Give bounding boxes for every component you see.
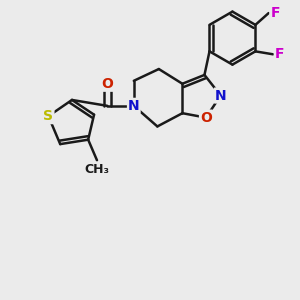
Text: S: S xyxy=(44,109,53,123)
Text: F: F xyxy=(275,47,284,61)
Text: O: O xyxy=(101,77,113,91)
Text: F: F xyxy=(270,6,280,20)
Text: CH₃: CH₃ xyxy=(85,163,110,176)
Text: N: N xyxy=(215,88,226,103)
Text: O: O xyxy=(200,111,212,124)
Text: N: N xyxy=(128,99,140,113)
